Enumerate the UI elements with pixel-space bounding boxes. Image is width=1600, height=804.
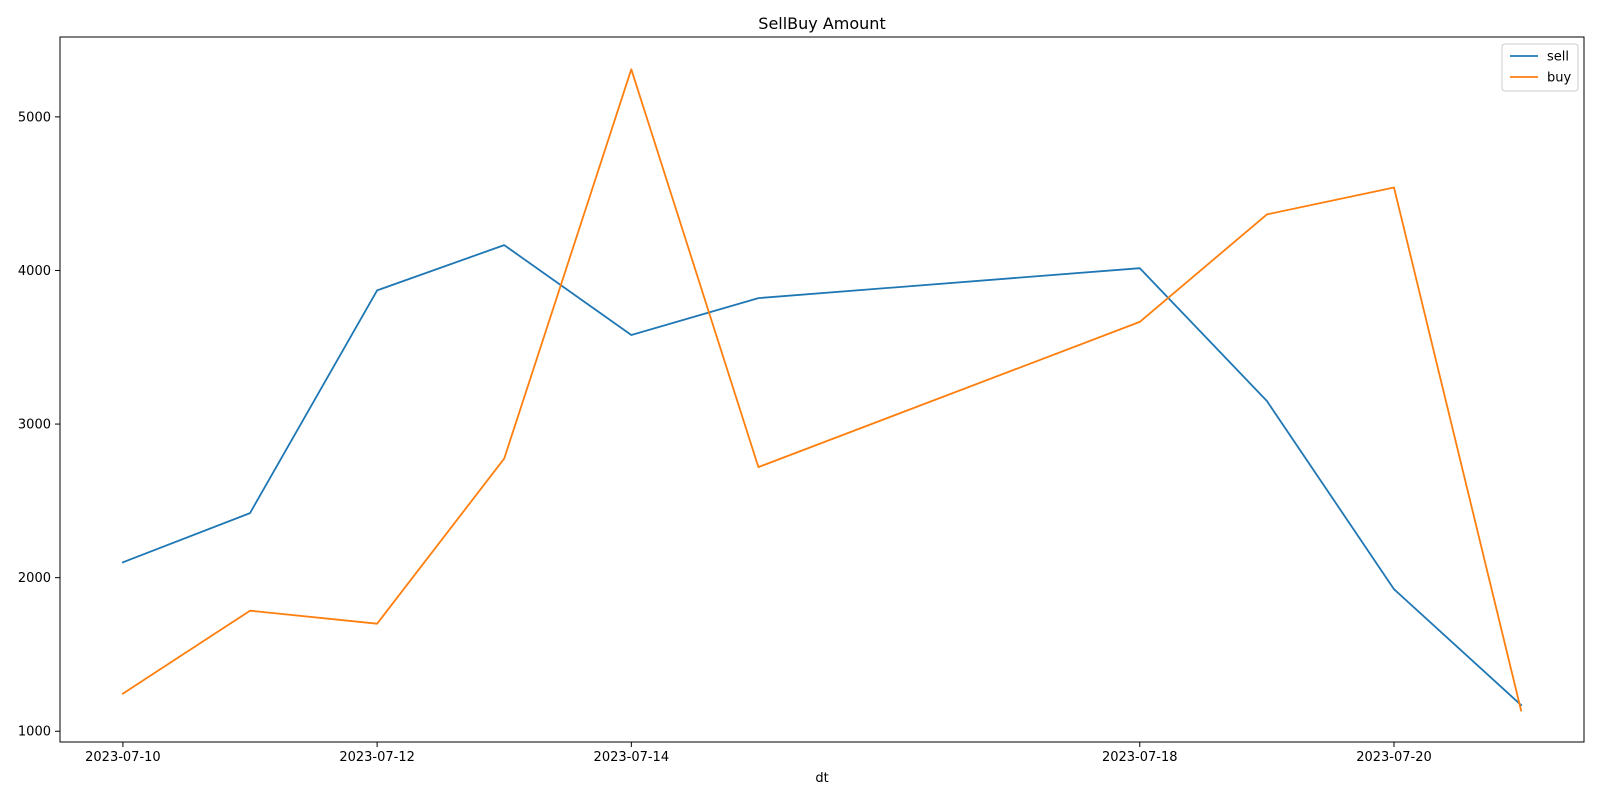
y-axis-ticks: 1000 2000 3000 4000 5000	[18, 110, 60, 740]
legend-label-sell: sell	[1547, 50, 1569, 65]
x-tick-label: 2023-07-12	[339, 750, 415, 765]
legend-label-buy: buy	[1547, 71, 1571, 86]
plot-frame	[59, 36, 1585, 743]
y-tick-label: 5000	[18, 110, 51, 125]
y-tick-label: 3000	[18, 418, 51, 433]
x-tick-label: 2023-07-20	[1356, 750, 1432, 765]
legend-items: sell buy	[1510, 50, 1571, 86]
legend: sell buy	[1501, 43, 1579, 92]
chart-title: SellBuy Amount	[758, 14, 885, 33]
x-tick-label: 2023-07-10	[85, 750, 161, 765]
series-line-sell	[121, 244, 1523, 707]
x-tick-label: 2023-07-14	[594, 750, 670, 765]
x-tick-label: 2023-07-18	[1102, 750, 1178, 765]
x-axis-ticks: 2023-07-10 2023-07-12 2023-07-14 2023-07-18…	[85, 742, 1432, 765]
series-lines	[121, 68, 1523, 712]
series-line-buy	[121, 68, 1523, 712]
y-tick-label: 4000	[18, 264, 51, 279]
y-tick-label: 2000	[18, 571, 51, 586]
x-axis-label: dt	[815, 771, 828, 786]
y-tick-label: 1000	[18, 725, 51, 740]
